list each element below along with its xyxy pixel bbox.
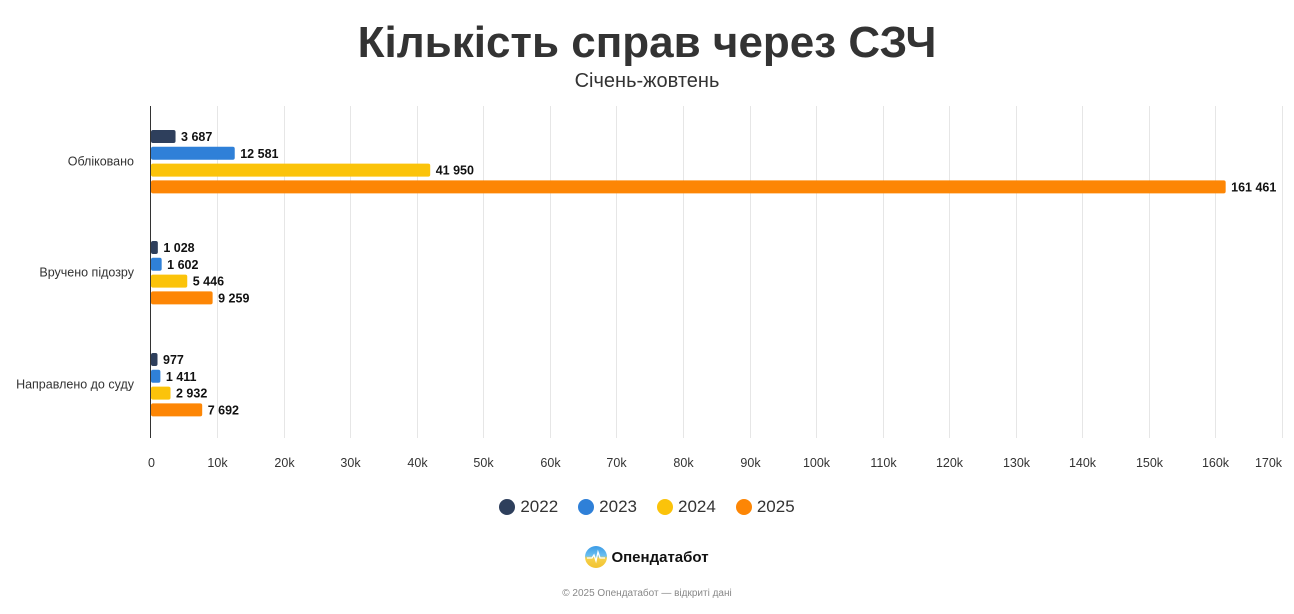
x-tick-label: 10k (207, 456, 228, 470)
chart-subtitle: Січень-жовтень (574, 70, 720, 92)
bar-value-label: 5 446 (193, 275, 224, 289)
legend-dot-icon (499, 499, 516, 515)
bar-value-label: 7 692 (208, 403, 239, 417)
bar-2025[interactable] (151, 403, 203, 417)
x-tick-label: 150k (1136, 456, 1164, 470)
x-tick-label: 140k (1069, 456, 1097, 470)
bar-2024[interactable] (151, 163, 431, 177)
x-tick-label: 40k (407, 456, 428, 470)
x-tick-label: 70k (606, 456, 627, 470)
legend-item-2024[interactable]: 2024 (657, 497, 716, 517)
x-tick-label: 60k (540, 456, 561, 470)
bar-2022[interactable] (151, 241, 158, 254)
bar-value-label: 3 687 (181, 130, 212, 144)
bar-2022[interactable] (151, 353, 158, 366)
bar-value-label: 161 461 (1231, 180, 1276, 194)
gridlines (217, 106, 1283, 438)
bar-value-label: 41 950 (436, 164, 474, 178)
legend-item-2025[interactable]: 2025 (735, 497, 795, 517)
legend-dot-icon (578, 499, 595, 515)
legend-item-2023[interactable]: 2023 (578, 497, 637, 517)
copyright: © 2025 Опендатабот — відкриті дані (562, 588, 732, 599)
x-tick-label: 90k (740, 456, 761, 470)
bar-value-label: 2 932 (176, 387, 207, 401)
x-tick-label: 80k (673, 456, 694, 470)
x-tick-label: 20k (274, 456, 295, 470)
x-tick-label: 30k (340, 456, 361, 470)
bar-value-label: 12 581 (240, 147, 278, 161)
bar-2024[interactable] (151, 274, 188, 288)
legend: 2022 2023 2024 2025 (0, 497, 1294, 517)
x-tick-label: 130k (1003, 456, 1031, 470)
bar-value-label: 1 602 (167, 258, 198, 272)
x-tick-label: 100k (803, 456, 831, 470)
bar-value-label: 977 (163, 353, 184, 367)
chart-title: Кількість справ через СЗЧ (357, 18, 937, 67)
bar-value-label: 1 411 (166, 370, 197, 384)
bar-value-label: 9 259 (218, 291, 249, 305)
bar-2023[interactable] (151, 369, 161, 383)
bars: 3 687 12 581 41 950 161 461 1 028 1 602 5 446 9… (151, 130, 1276, 417)
legend-dot-icon (657, 499, 673, 515)
legend-label: 2025 (756, 497, 795, 516)
x-tick-label: 160k (1202, 456, 1230, 470)
bar-2023[interactable] (151, 146, 235, 160)
brand: Опендатабот (0, 546, 1294, 568)
x-tick-label: 50k (473, 456, 494, 470)
legend-label: 2023 (599, 497, 637, 516)
category-label: Обліковано (68, 155, 134, 169)
y-axis-categories: Обліковано Вручено підозру Направлено до с… (16, 155, 135, 392)
bar-2025[interactable] (151, 180, 1226, 194)
brand-name: Опендатабот (611, 548, 709, 566)
bar-2022[interactable] (151, 130, 176, 143)
legend-label: 2022 (520, 497, 559, 516)
x-tick-label: 120k (936, 456, 964, 470)
bar-2024[interactable] (151, 386, 171, 400)
bar-value-label: 1 028 (163, 241, 194, 255)
bar-2023[interactable] (151, 257, 162, 271)
legend-item-2022[interactable]: 2022 (499, 497, 558, 517)
legend-dot-icon (735, 499, 752, 515)
x-tick-label: 0 (148, 456, 155, 470)
bar-2025[interactable] (151, 291, 213, 305)
x-axis-ticks: 0 10k 20k 30k 40k 50k 60k 70k 80k 90k 100k 110k 120k… (148, 456, 1283, 470)
category-label: Направлено до суду (16, 378, 135, 392)
opendatabot-logo-icon (585, 546, 608, 568)
legend-label: 2024 (678, 497, 716, 516)
x-tick-label: 170k (1255, 456, 1283, 470)
category-label: Вручено підозру (39, 266, 134, 280)
x-tick-label: 110k (870, 456, 897, 470)
